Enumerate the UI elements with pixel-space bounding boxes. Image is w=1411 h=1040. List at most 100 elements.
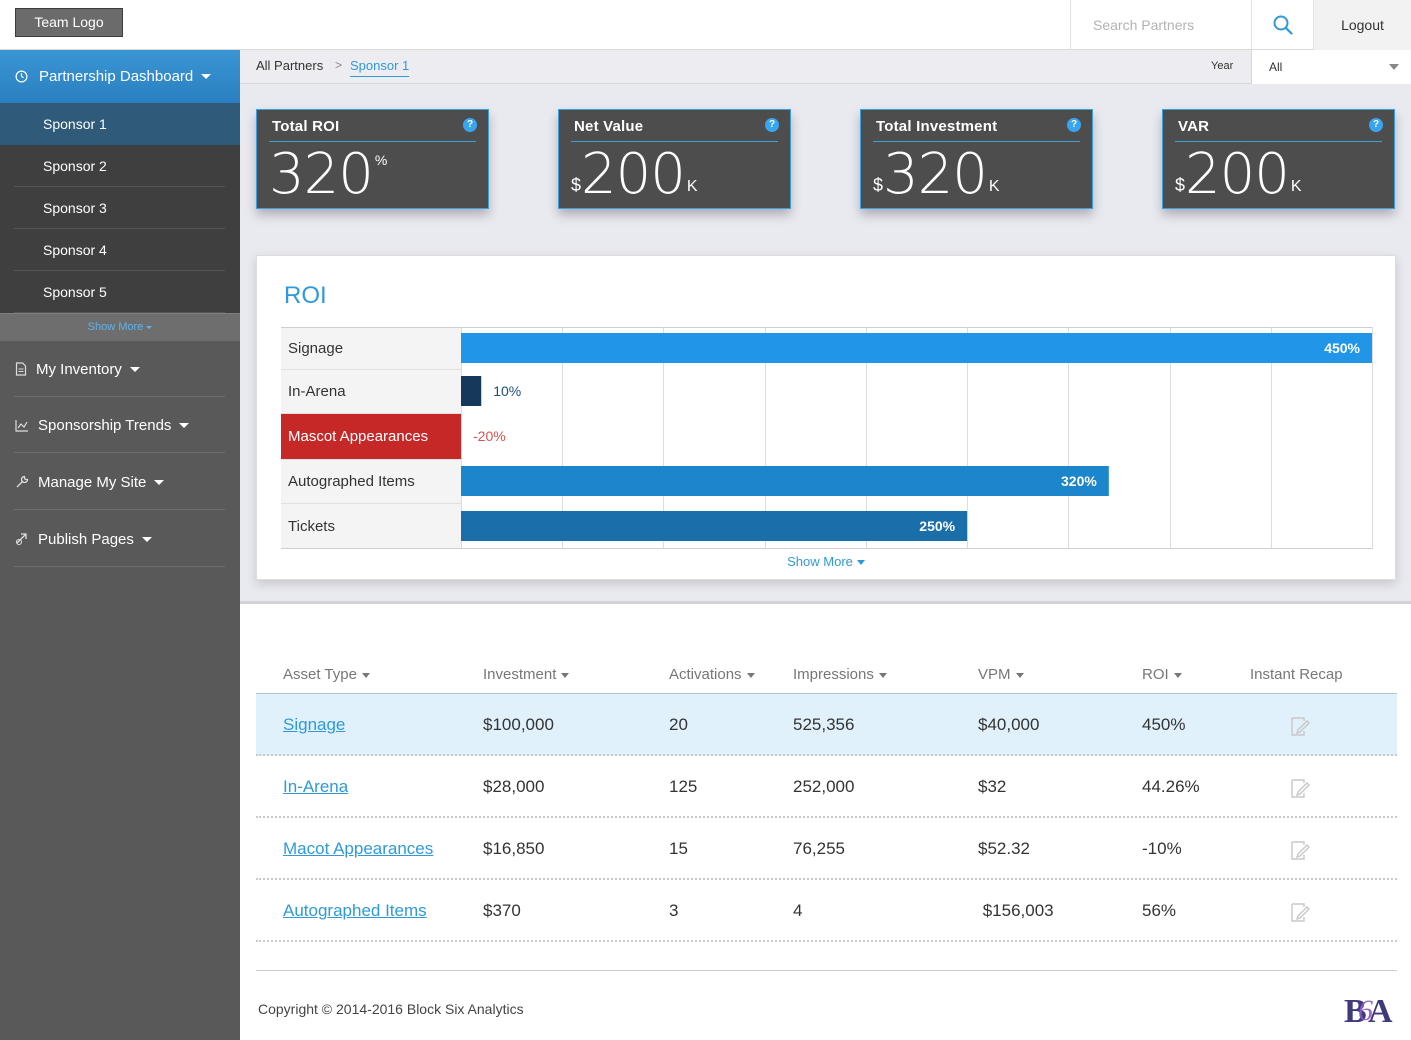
edit-note-icon[interactable]	[1288, 900, 1312, 924]
kpi-prefix: $	[1175, 175, 1186, 195]
table-row: In-Arena $28,000 125 252,000 $32 44.26%	[256, 756, 1397, 818]
chart-category-label: Autographed Items	[288, 473, 415, 490]
sidebar-item-label: My Inventory	[36, 360, 122, 378]
chart-category-label: Signage	[288, 340, 343, 357]
svg-text:A: A	[1368, 993, 1393, 1028]
kpi-title: Total ROI	[272, 118, 340, 135]
year-select-value: All	[1269, 60, 1283, 74]
impressions-cell: 525,356	[793, 715, 855, 734]
column-header-vpm[interactable]: VPM	[978, 666, 1024, 683]
kpi-title: Net Value	[574, 118, 644, 135]
help-icon[interactable]: ?	[1067, 118, 1081, 132]
edit-note-icon[interactable]	[1288, 714, 1312, 738]
help-icon[interactable]: ?	[1369, 118, 1383, 132]
chevron-down-icon	[154, 479, 165, 485]
edit-note-icon[interactable]	[1288, 838, 1312, 862]
column-header-asset-type[interactable]: Asset Type	[283, 666, 370, 683]
chevron-down-icon	[146, 325, 153, 329]
impressions-cell: 252,000	[793, 777, 855, 796]
dashboard-icon	[15, 70, 28, 83]
kpi-suffix: K	[988, 178, 1000, 195]
logout-button[interactable]: Logout	[1313, 0, 1411, 50]
impressions-cell: 76,255	[793, 839, 845, 858]
breadcrumb-current[interactable]: Sponsor 1	[350, 58, 410, 77]
sidebar-item-sponsorship-trends[interactable]: Sponsorship Trends	[0, 397, 240, 453]
chevron-down-icon	[746, 672, 755, 678]
chart-bar	[461, 333, 1372, 363]
sidebar-item-sponsor-1[interactable]: Sponsor 1	[0, 103, 240, 145]
chevron-down-icon	[129, 366, 140, 372]
sidebar-item-sponsor-4[interactable]: Sponsor 4	[0, 229, 240, 271]
chart-bar	[461, 376, 482, 406]
kpi-number: 320	[883, 142, 988, 207]
chart-show-more-button[interactable]: Show More	[257, 554, 1395, 569]
chart-bar	[461, 466, 1109, 496]
breadcrumb-all-partners[interactable]: All Partners	[256, 58, 324, 73]
kpi-divider	[873, 141, 1080, 142]
chart-data-label: 320%	[1061, 473, 1097, 489]
chart-category-label: Mascot Appearances	[288, 428, 428, 445]
sidebar-item-publish-pages[interactable]: Publish Pages	[0, 511, 240, 567]
sidebar-item-sponsor-3[interactable]: Sponsor 3	[0, 187, 240, 229]
chart-icon	[15, 419, 28, 432]
vpm-cell: $40,000	[978, 715, 1040, 734]
kpi-suffix: %	[374, 152, 388, 168]
sidebar-show-more-button[interactable]: Show More	[0, 313, 240, 341]
sidebar-item-sponsor-2[interactable]: Sponsor 2	[0, 145, 240, 187]
block-six-analytics-logo: B 6 A	[1344, 993, 1393, 1028]
chevron-down-icon	[361, 672, 370, 678]
team-logo[interactable]: Team Logo	[15, 8, 123, 37]
search-button[interactable]	[1251, 0, 1313, 50]
kpi-title: VAR	[1178, 118, 1210, 135]
svg-text:B: B	[1344, 993, 1367, 1028]
vpm-cell: $32	[978, 777, 1007, 796]
column-header-activations[interactable]: Activations	[669, 666, 755, 683]
roi-cell: 56%	[1142, 901, 1177, 920]
column-header-investment[interactable]: Investment	[483, 666, 570, 683]
help-icon[interactable]: ?	[765, 118, 779, 132]
kpi-card-total-roi: Total ROI ? 320%	[256, 109, 489, 209]
kpi-value: $320 K	[873, 146, 1000, 206]
roi-chart-panel: ROI Signage 450% In-Arena 10% Mascot Appeara…	[256, 255, 1396, 580]
chart-title: ROI	[284, 282, 327, 309]
kpi-number: 200	[581, 142, 686, 207]
search-icon	[1273, 15, 1293, 35]
sidebar-item-my-inventory[interactable]: My Inventory	[0, 341, 240, 397]
chart-category-label: In-Arena	[288, 383, 346, 400]
asset-link[interactable]: Macot Appearances	[283, 839, 434, 858]
sidebar-item-label: Publish Pages	[38, 530, 134, 548]
search-box	[1070, 0, 1251, 50]
table-header: Asset Type Investment Activations Impres…	[256, 653, 1397, 694]
chevron-down-icon	[1173, 672, 1182, 678]
asset-link[interactable]: In-Arena	[283, 777, 349, 796]
activations-cell: 3	[669, 901, 679, 920]
show-more-label: Show More	[787, 554, 853, 569]
roi-cell: 450%	[1142, 715, 1186, 734]
chevron-down-icon	[1389, 64, 1399, 70]
chart-data-label: -20%	[473, 428, 506, 444]
chevron-down-icon	[561, 672, 570, 678]
publish-icon	[15, 533, 27, 546]
kpi-number: 200	[1185, 142, 1290, 207]
chart-category-label: Tickets	[288, 518, 335, 535]
activations-cell: 20	[669, 715, 688, 734]
sidebar-item-manage-my-site[interactable]: Manage My Site	[0, 454, 240, 510]
search-input[interactable]	[1071, 0, 1251, 50]
column-header-impressions[interactable]: Impressions	[793, 666, 887, 683]
asset-link[interactable]: Autographed Items	[283, 901, 427, 920]
investment-cell: $16,850	[483, 839, 545, 858]
roi-cell: -10%	[1142, 839, 1182, 858]
column-header-roi[interactable]: ROI	[1142, 666, 1182, 683]
chart-data-label: 10%	[493, 383, 521, 399]
asset-link[interactable]: Signage	[283, 715, 346, 734]
kpi-prefix: $	[873, 175, 884, 195]
vpm-cell: $52.32	[978, 839, 1030, 858]
chart-row-highlight	[281, 413, 461, 459]
investment-cell: $28,000	[483, 777, 545, 796]
help-icon[interactable]: ?	[463, 118, 477, 132]
sidebar-item-partnership-dashboard[interactable]: Partnership Dashboard	[0, 50, 240, 103]
year-select[interactable]: All	[1251, 50, 1411, 84]
sidebar-item-sponsor-5[interactable]: Sponsor 5	[0, 271, 240, 313]
footer-divider	[256, 970, 1397, 971]
edit-note-icon[interactable]	[1288, 776, 1312, 800]
